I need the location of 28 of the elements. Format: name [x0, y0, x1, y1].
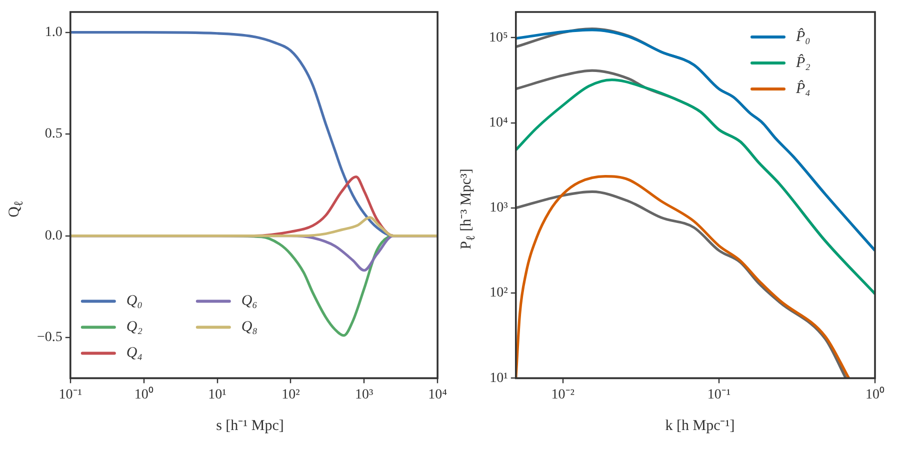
y-tick-label: 1.0 — [44, 25, 62, 40]
legend-label: P̂₀ — [795, 27, 810, 45]
legend-label: Q₈ — [241, 319, 258, 336]
x-tick-label: 10⁻² — [551, 387, 574, 402]
x-axis-title: s [h⁻¹ Mpc] — [215, 417, 285, 435]
y-tick-label: 0.5 — [44, 126, 62, 142]
legend-label: Q₀ — [126, 293, 142, 310]
y-tick-label: 10⁵ — [488, 30, 508, 46]
legend-label: Q₄ — [126, 345, 142, 362]
y-tick-label: 10³ — [490, 200, 508, 216]
y-tick-label: −0.5 — [36, 330, 62, 346]
y-tick-label: 10² — [490, 286, 508, 301]
y-tick-label: 10⁴ — [488, 115, 508, 130]
x-tick-label: 10⁴ — [428, 387, 448, 402]
legend-label: Q₆ — [241, 293, 258, 310]
x-tick-label: 10¹ — [208, 387, 226, 402]
x-tick-label: 10³ — [355, 387, 374, 402]
x-tick-label: 10² — [282, 387, 300, 402]
legend-label: P̂₄ — [795, 79, 810, 97]
x-axis-title: k [h Mpc⁻¹] — [664, 417, 736, 435]
x-tick-label: 10⁻¹ — [707, 387, 731, 402]
x-tick-label: 10⁰ — [866, 386, 884, 402]
legend-label: Q₂ — [126, 319, 142, 336]
x-tick-label: 10⁰ — [134, 386, 154, 402]
x-tick-label: 10⁻¹ — [58, 387, 82, 402]
y-tick-label: 0.0 — [44, 228, 62, 244]
y-tick-label: 10¹ — [490, 370, 508, 386]
legend-label: P̂₂ — [795, 53, 810, 71]
